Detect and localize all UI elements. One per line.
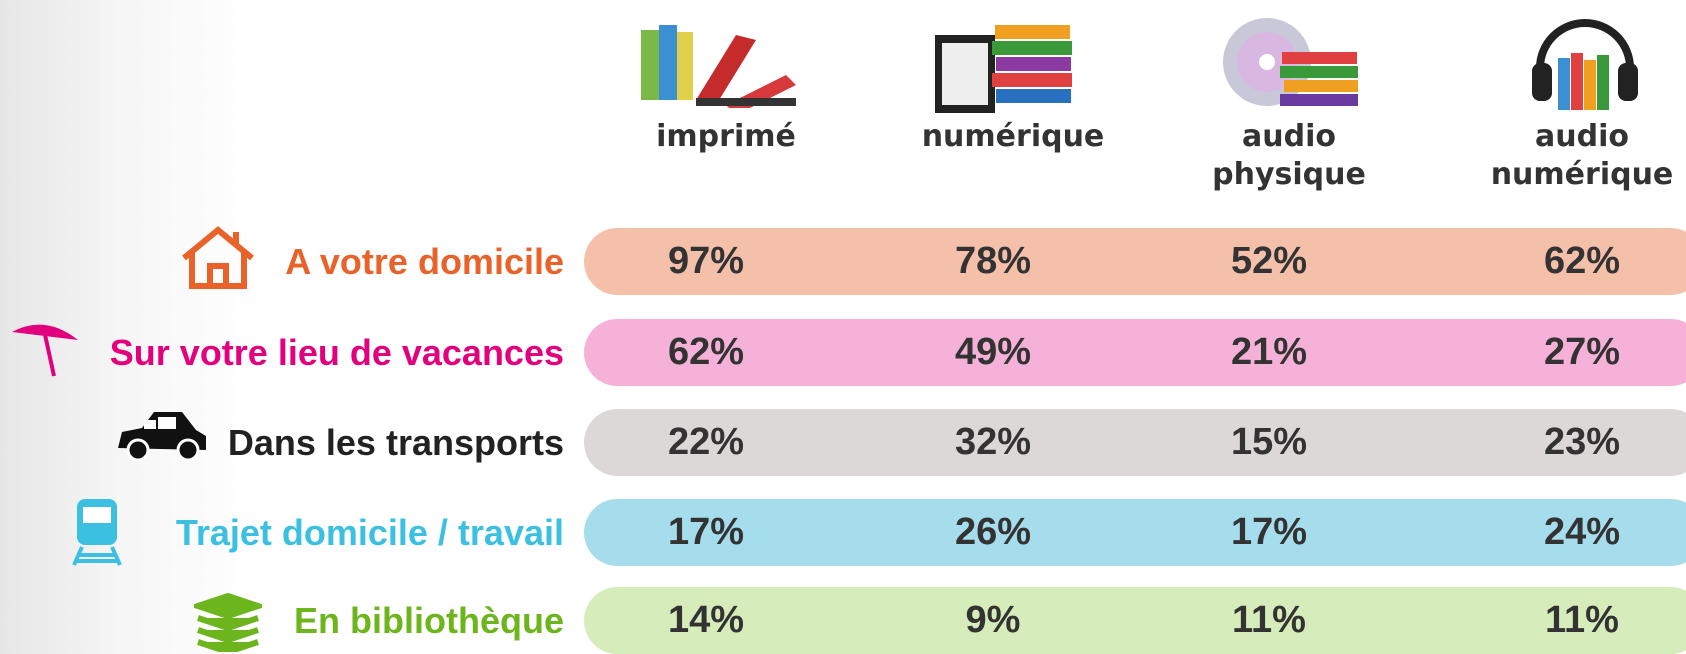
row-label: A votre domicile: [285, 241, 564, 282]
cell-value: 11%: [1232, 599, 1306, 641]
cell-value: 23%: [1543, 421, 1621, 463]
car-icon: [118, 412, 206, 462]
row-label: Sur votre lieu de vacances: [109, 332, 564, 373]
cell-value: 26%: [954, 511, 1032, 553]
train-icon: [72, 499, 122, 566]
cell-value: 11%: [1545, 599, 1619, 641]
cell-value: 27%: [1543, 331, 1621, 373]
printed-books-icon: [641, 25, 796, 108]
audio-cd-icon: [1223, 18, 1358, 106]
row-band: [584, 228, 1686, 295]
cell-value: 17%: [1230, 511, 1308, 553]
umbrella-icon: [12, 324, 78, 377]
cell-value: 21%: [1230, 331, 1308, 373]
row-band: [584, 499, 1686, 566]
column-header: audio numérique: [1490, 119, 1674, 192]
cell-value: 9%: [965, 599, 1021, 641]
cell-value: 78%: [954, 240, 1032, 282]
cell-value: 97%: [667, 240, 745, 282]
cell-value: 15%: [1230, 421, 1308, 463]
row-band: [584, 319, 1686, 386]
cell-value: 52%: [1230, 240, 1308, 282]
ebook-icon: [935, 25, 1072, 113]
row-band: [584, 587, 1686, 654]
row-label: Trajet domicile / travail: [175, 512, 564, 553]
library-books-icon: [194, 592, 262, 652]
cell-value: 14%: [667, 599, 745, 641]
row-label: En bibliothèque: [294, 600, 564, 641]
column-header: numérique: [921, 119, 1105, 154]
cell-value: 22%: [667, 421, 745, 463]
cell-value: 49%: [954, 331, 1032, 373]
house-icon: [182, 226, 254, 289]
cell-value: 24%: [1543, 511, 1621, 553]
cell-value: 32%: [954, 421, 1032, 463]
column-header: imprimé: [656, 119, 796, 154]
row-band: [584, 409, 1686, 476]
cell-value: 62%: [667, 331, 745, 373]
cell-value: 62%: [1543, 240, 1621, 282]
column-header: audio physique: [1212, 119, 1366, 192]
row-label: Dans les transports: [227, 422, 564, 463]
cell-value: 17%: [667, 511, 745, 553]
audio-headphones-icon: [1532, 19, 1638, 110]
